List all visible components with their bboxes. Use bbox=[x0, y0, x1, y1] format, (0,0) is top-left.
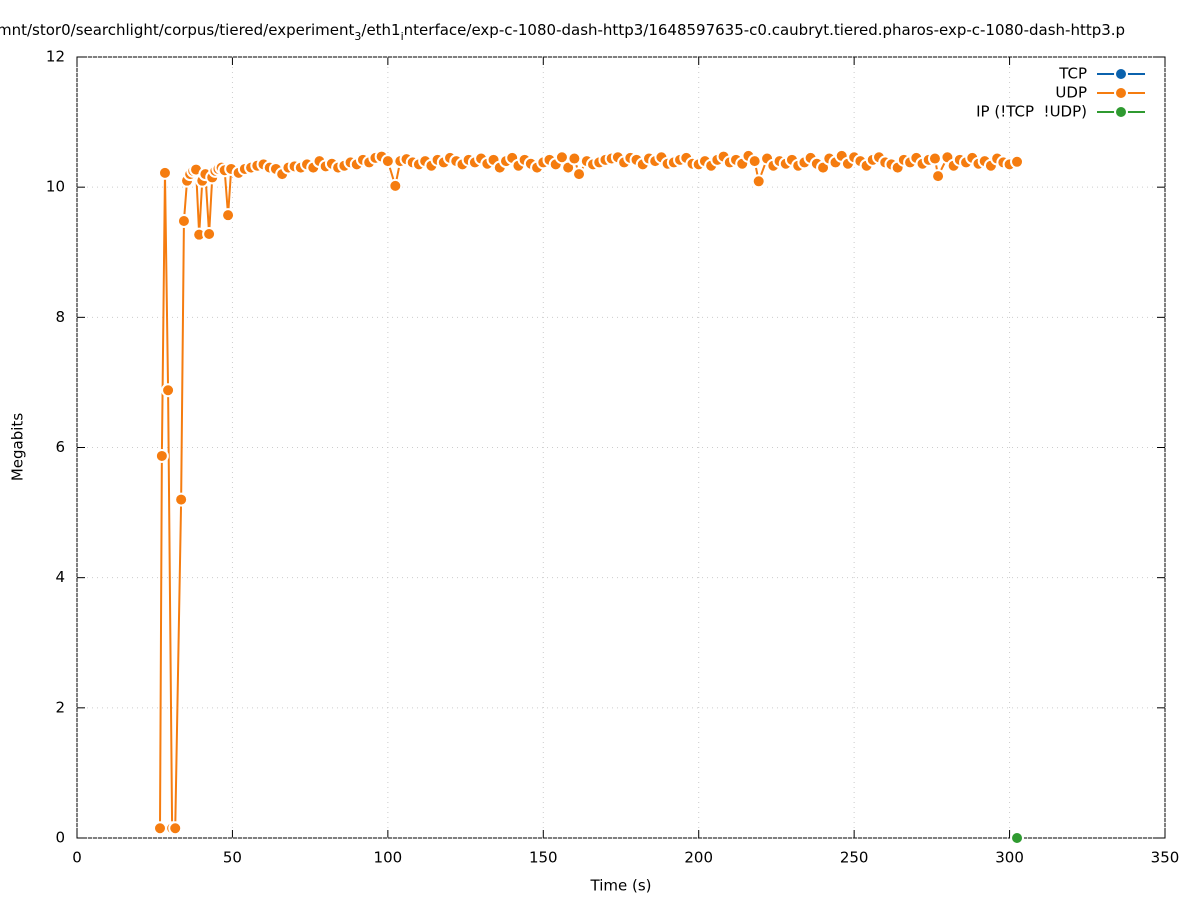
y-tick-label: 10 bbox=[46, 178, 65, 196]
data-point bbox=[751, 174, 766, 189]
y-tick-label: 8 bbox=[55, 308, 65, 326]
y-tick-label: 6 bbox=[55, 438, 65, 456]
y-tick-label: 12 bbox=[46, 48, 65, 66]
title-segment: 3 bbox=[354, 30, 361, 43]
y-tick-label: 2 bbox=[55, 698, 65, 716]
legend-marker bbox=[1114, 67, 1128, 81]
data-point bbox=[388, 178, 403, 193]
legend-label: IP (!TCP !UDP) bbox=[976, 103, 1087, 121]
data-point bbox=[168, 821, 183, 836]
data-point bbox=[572, 167, 587, 182]
series-line bbox=[158, 154, 1018, 830]
data-point bbox=[157, 165, 172, 180]
data-point bbox=[747, 154, 762, 169]
title-segment: nterface/exp-c-1080-dash-http3/164859763… bbox=[404, 21, 1125, 39]
data-point bbox=[927, 151, 942, 166]
legend-marker bbox=[1114, 105, 1128, 119]
data-point bbox=[1010, 154, 1025, 169]
x-tick-label: 300 bbox=[995, 849, 1024, 867]
x-tick-label: 200 bbox=[684, 849, 713, 867]
data-point bbox=[202, 227, 217, 242]
x-tick-label: 250 bbox=[840, 849, 869, 867]
data-point bbox=[176, 214, 191, 229]
x-tick-label: 100 bbox=[374, 849, 403, 867]
data-point bbox=[931, 169, 946, 184]
legend-marker bbox=[1114, 86, 1128, 100]
legend-label: UDP bbox=[1055, 84, 1087, 102]
data-point bbox=[380, 154, 395, 169]
data-point bbox=[1010, 831, 1025, 845]
chart-title: mnt/stor0/searchlight/corpus/tiered/expe… bbox=[0, 21, 1125, 43]
data-point bbox=[154, 448, 169, 463]
data-point bbox=[567, 151, 582, 166]
x-tick-label: 50 bbox=[223, 849, 242, 867]
data-point bbox=[174, 492, 189, 507]
title-segment: mnt/stor0/searchlight/corpus/tiered/expe… bbox=[0, 21, 354, 39]
x-axis-label: Time (s) bbox=[590, 877, 652, 895]
data-point bbox=[221, 208, 236, 223]
y-axis-label: Megabits bbox=[9, 413, 27, 481]
x-tick-label: 150 bbox=[529, 849, 558, 867]
data-point bbox=[152, 821, 167, 836]
x-tick-label: 350 bbox=[1151, 849, 1180, 867]
y-tick-label: 4 bbox=[55, 568, 65, 586]
title-segment: i bbox=[401, 30, 404, 43]
title-segment: /eth1 bbox=[361, 21, 400, 39]
x-tick-label: 0 bbox=[72, 849, 82, 867]
legend-label: TCP bbox=[1058, 65, 1087, 83]
data-point bbox=[161, 383, 176, 398]
y-tick-label: 0 bbox=[55, 829, 65, 847]
